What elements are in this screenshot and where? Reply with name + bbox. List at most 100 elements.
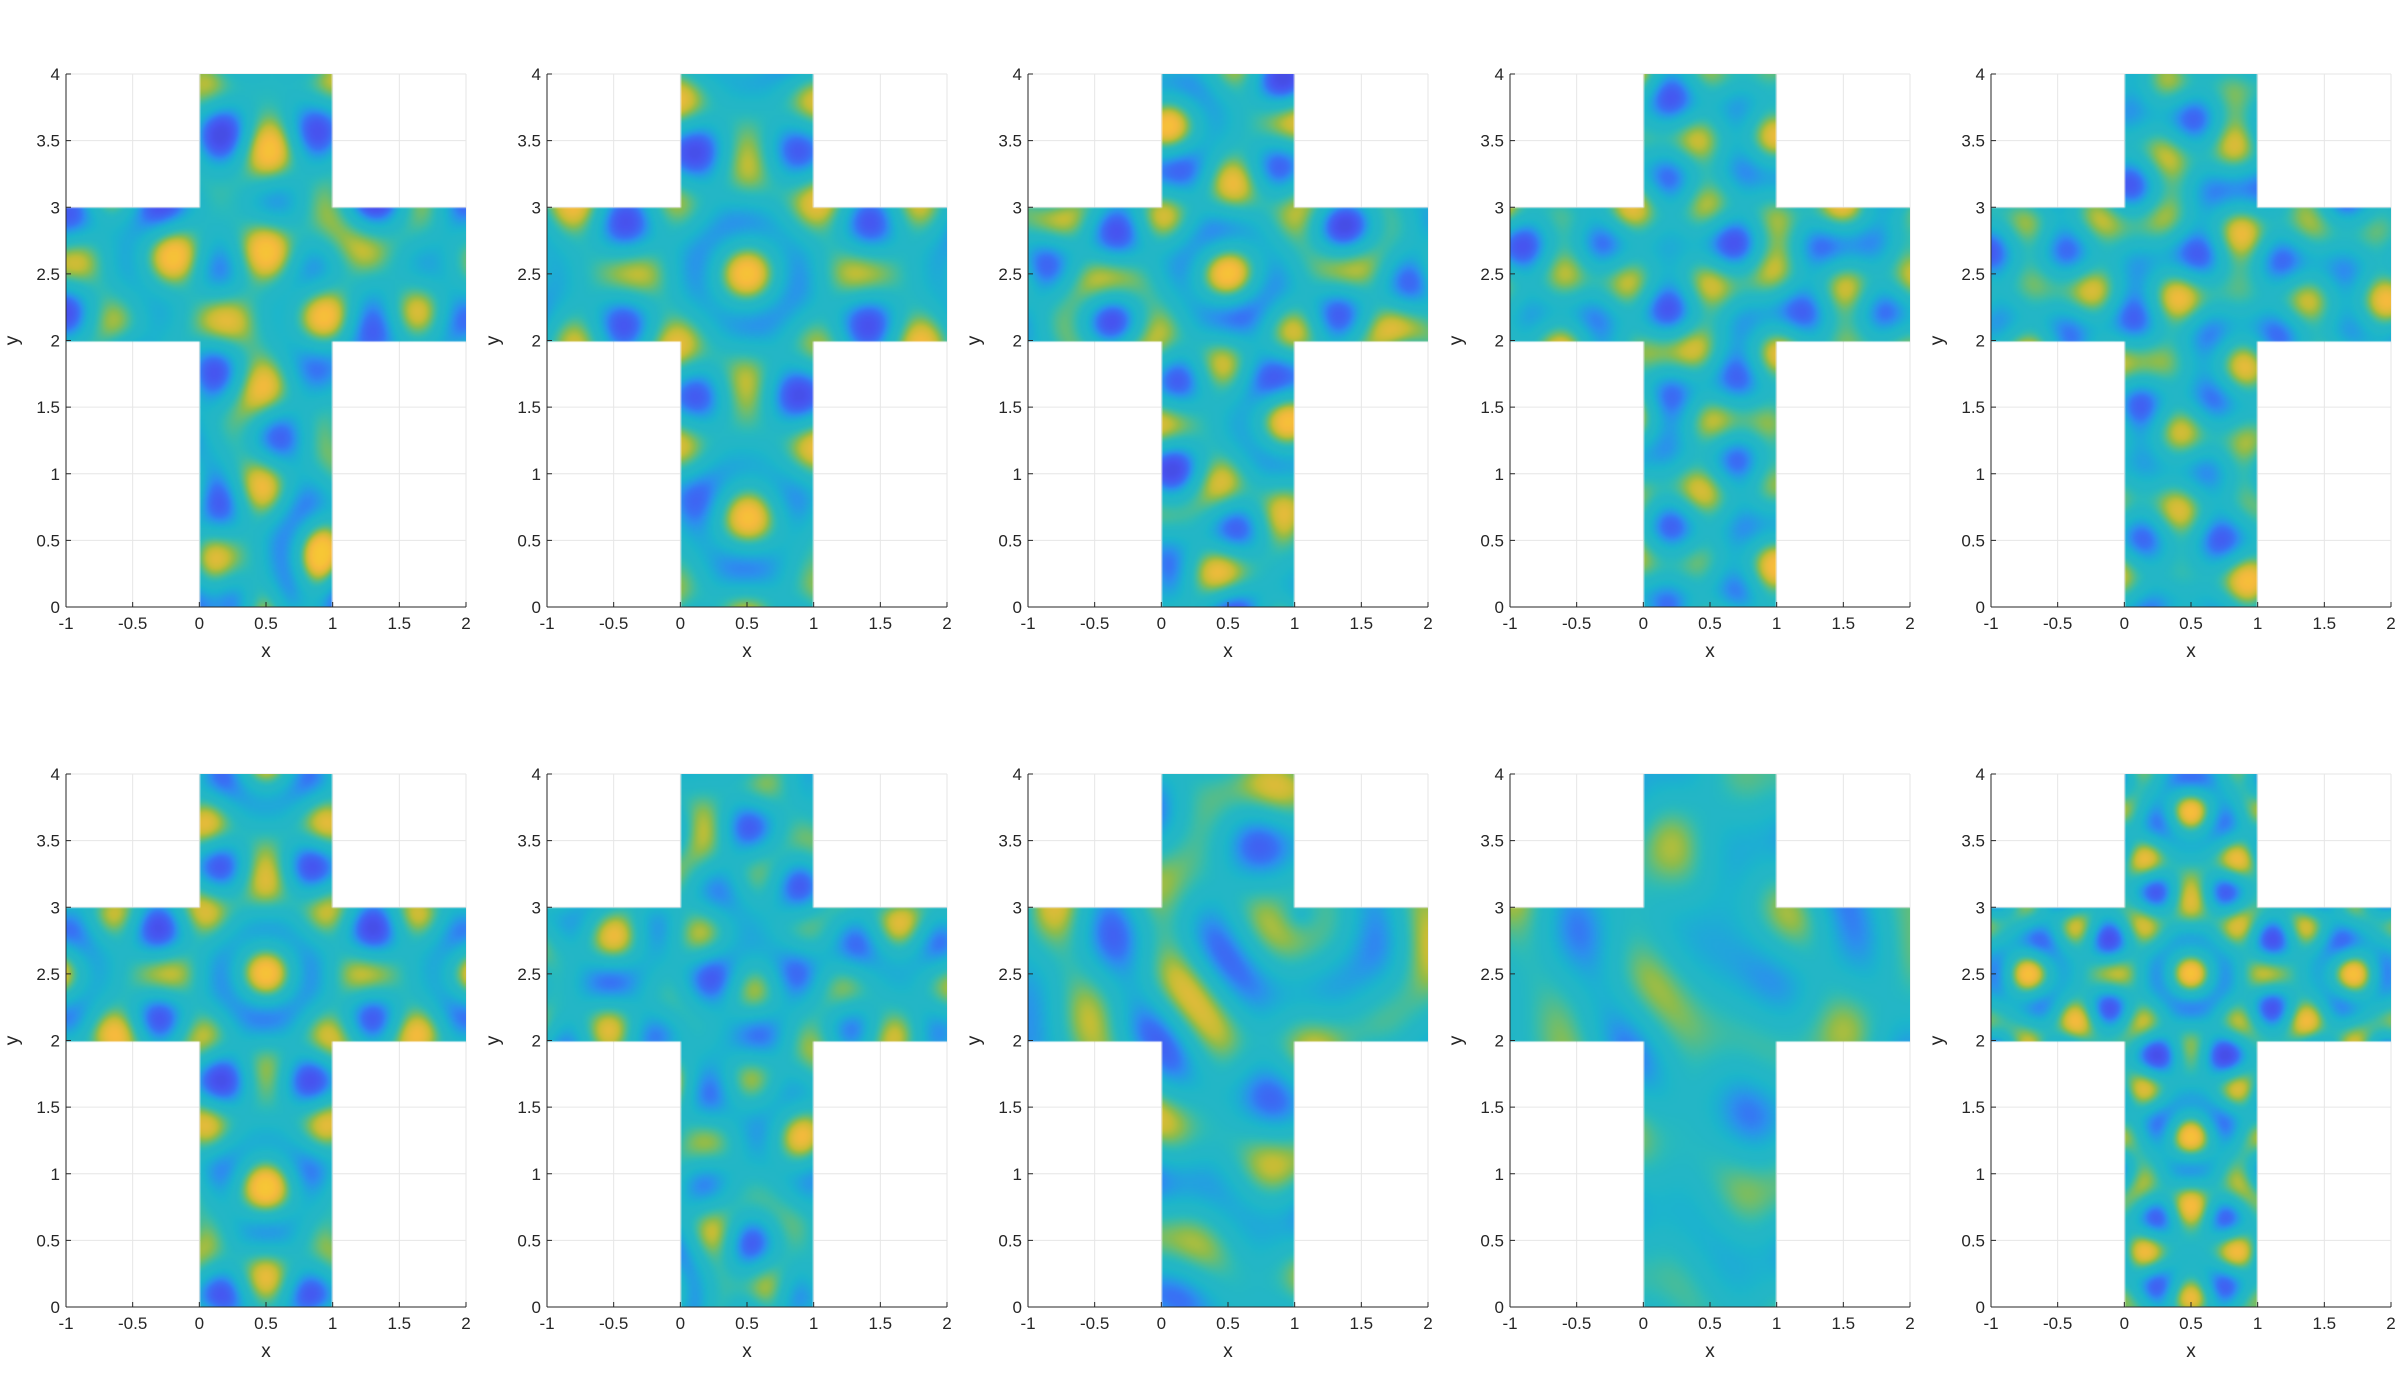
y-axis-label: y [1446, 1035, 1467, 1045]
x-tick-label: 0.5 [1216, 614, 1240, 633]
x-tick-label: 2 [1905, 614, 1914, 633]
x-tick-label: 0 [676, 1314, 685, 1333]
x-tick-label: 1 [1290, 1314, 1299, 1333]
y-tick-label: 1.5 [998, 398, 1022, 417]
y-tick-label: 1 [1495, 1165, 1504, 1184]
y-tick-label: 0.5 [517, 531, 541, 550]
y-tick-label: 1.5 [517, 398, 541, 417]
x-tick-label: 0.5 [1698, 1314, 1722, 1333]
x-tick-label: 0 [1639, 614, 1648, 633]
x-tick-label: -0.5 [1562, 614, 1591, 633]
y-tick-label: 1 [1495, 465, 1504, 484]
x-axis-label: x [1705, 641, 1715, 662]
x-tick-label: 2 [2386, 1314, 2395, 1333]
x-tick-label: 2 [942, 614, 951, 633]
y-tick-label: 2.5 [517, 265, 541, 284]
x-axis-label: x [1223, 641, 1233, 662]
y-tick-label: 3.5 [998, 132, 1022, 151]
heatmap-field [66, 74, 466, 607]
x-tick-label: 0 [676, 614, 685, 633]
y-tick-label: 0.5 [36, 531, 60, 550]
x-tick-label: 0 [2120, 1314, 2129, 1333]
x-tick-label: 0.5 [254, 614, 278, 633]
x-tick-label: -0.5 [599, 1314, 628, 1333]
x-tick-label: 2 [942, 1314, 951, 1333]
y-tick-label: 0 [1976, 1298, 1985, 1317]
x-tick-label: 0 [195, 614, 204, 633]
x-tick-label: 1 [2253, 1314, 2262, 1333]
y-tick-label: 3.5 [36, 832, 60, 851]
x-axis-label: x [261, 641, 271, 662]
x-tick-label: 0.5 [735, 1314, 759, 1333]
y-tick-label: 1 [532, 1165, 541, 1184]
x-tick-label: -0.5 [2043, 614, 2072, 633]
x-tick-label: 2 [461, 1314, 470, 1333]
x-tick-label: -1 [539, 614, 554, 633]
x-tick-label: 1.5 [1832, 1314, 1856, 1333]
y-tick-label: 3 [1976, 198, 1985, 217]
x-tick-label: 2 [2386, 614, 2395, 633]
y-tick-label: 2.5 [36, 965, 60, 984]
x-tick-label: -1 [1020, 1314, 1035, 1333]
x-axis-label: x [1223, 1341, 1233, 1362]
heatmap-field [1510, 774, 1910, 1307]
y-tick-label: 1 [51, 465, 60, 484]
y-tick-label: 4 [1495, 765, 1504, 784]
y-tick-label: 1.5 [1480, 398, 1504, 417]
y-axis-label: y [964, 1035, 985, 1045]
x-tick-label: -1 [1502, 614, 1517, 633]
y-tick-label: 2 [532, 1032, 541, 1051]
y-tick-label: 3 [51, 898, 60, 917]
y-tick-label: 4 [51, 765, 60, 784]
x-tick-label: 1 [2253, 614, 2262, 633]
y-tick-label: 2.5 [1480, 965, 1504, 984]
y-tick-label: 2.5 [998, 265, 1022, 284]
x-tick-label: 0.5 [1216, 1314, 1240, 1333]
x-tick-label: -0.5 [118, 1314, 147, 1333]
y-tick-label: 1.5 [517, 1098, 541, 1117]
y-axis-label: y [1446, 335, 1467, 345]
y-tick-label: 1 [1976, 1165, 1985, 1184]
y-axis-label: y [483, 335, 504, 345]
x-tick-label: 0 [1157, 614, 1166, 633]
x-tick-label: 1 [1772, 1314, 1781, 1333]
y-tick-label: 2.5 [1961, 265, 1985, 284]
x-tick-label: -1 [58, 614, 73, 633]
y-tick-label: 3.5 [1480, 832, 1504, 851]
x-tick-label: 1.5 [869, 614, 893, 633]
y-tick-label: 3.5 [1480, 132, 1504, 151]
subplot-3: -1 -0.5 0 0.5 1 1.5 2 0 0.5 1 1.5 2 2.5 3 3.5 4 x y [964, 65, 1433, 662]
y-tick-label: 3.5 [1961, 132, 1985, 151]
y-tick-label: 1.5 [1961, 1098, 1985, 1117]
subplot-1: -1 -0.5 0 0.5 1 1.5 2 0 0.5 1 1.5 2 2.5 3 3.5 4 x y [2, 65, 471, 662]
y-tick-label: 1 [1976, 465, 1985, 484]
heatmap-field [1991, 74, 2391, 607]
x-tick-label: 1 [328, 614, 337, 633]
y-axis-label: y [2, 1035, 23, 1045]
y-tick-label: 2.5 [998, 965, 1022, 984]
x-tick-label: -1 [1983, 1314, 1998, 1333]
x-tick-label: 1.5 [2313, 1314, 2337, 1333]
x-axis-label: x [2186, 641, 2196, 662]
y-tick-label: 0 [1495, 598, 1504, 617]
y-tick-label: 1.5 [1961, 398, 1985, 417]
y-axis-label: y [483, 1035, 504, 1045]
x-tick-label: 0.5 [1698, 614, 1722, 633]
y-tick-label: 1 [1013, 1165, 1022, 1184]
y-tick-label: 3.5 [1961, 832, 1985, 851]
y-tick-label: 3 [532, 898, 541, 917]
y-axis-label: y [1927, 1035, 1948, 1045]
y-tick-label: 3 [51, 198, 60, 217]
x-tick-label: 1.5 [1350, 1314, 1374, 1333]
y-tick-label: 0.5 [998, 1231, 1022, 1250]
y-tick-label: 1.5 [1480, 1098, 1504, 1117]
x-tick-label: 1.5 [388, 1314, 412, 1333]
y-tick-label: 2.5 [1480, 265, 1504, 284]
y-tick-label: 3.5 [517, 132, 541, 151]
x-tick-label: 1.5 [1832, 614, 1856, 633]
x-tick-label: 0 [2120, 614, 2129, 633]
x-tick-label: 2 [1905, 1314, 1914, 1333]
x-tick-label: -0.5 [2043, 1314, 2072, 1333]
x-tick-label: 0.5 [2179, 614, 2203, 633]
y-tick-label: 0.5 [998, 531, 1022, 550]
